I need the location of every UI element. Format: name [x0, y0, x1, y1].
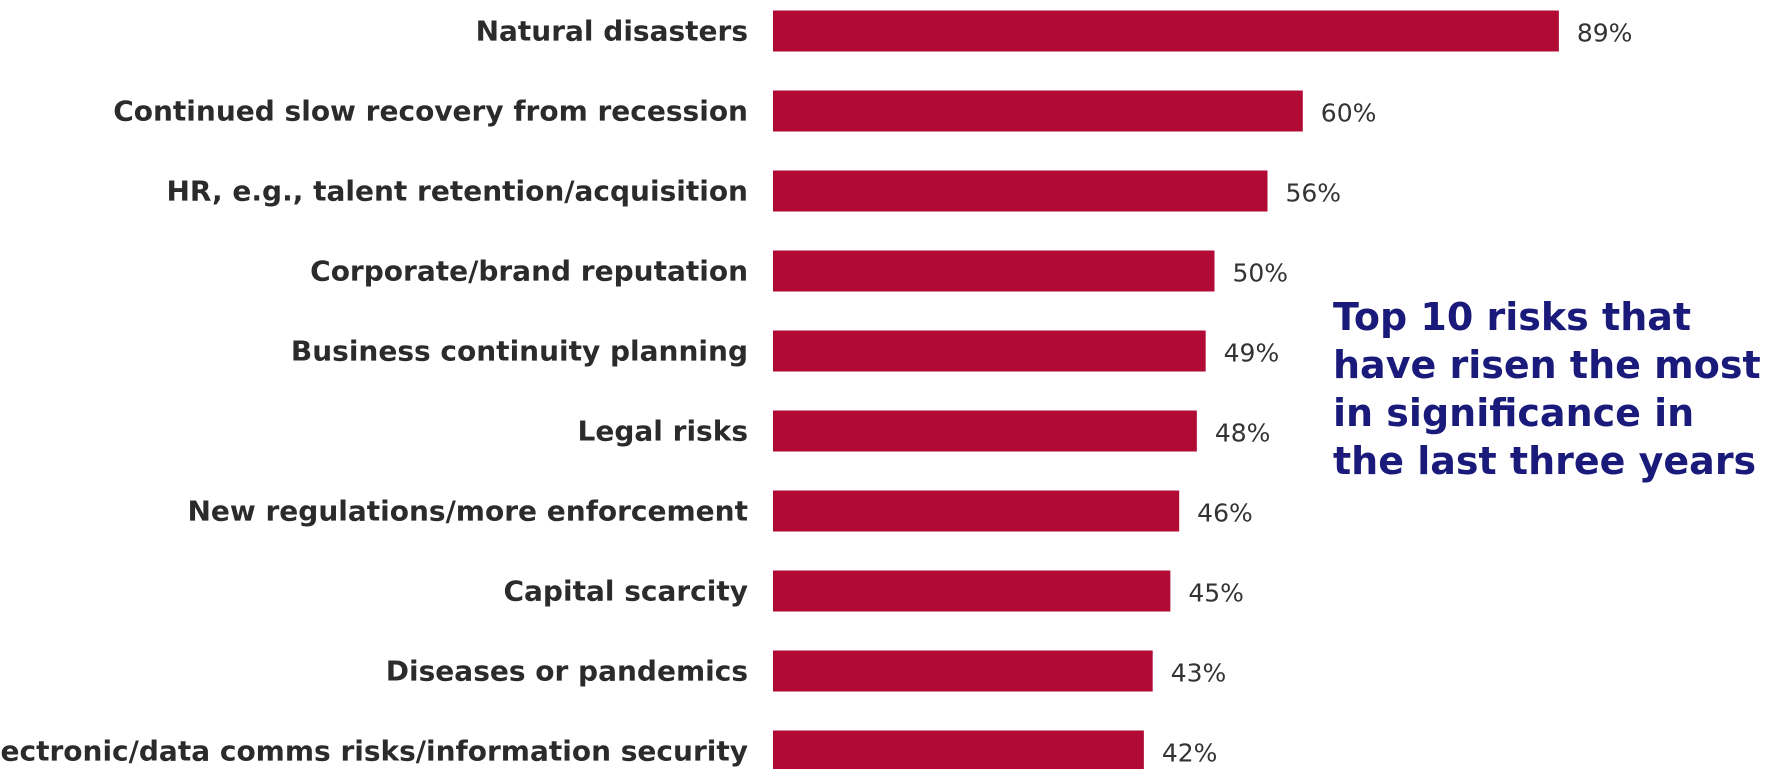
value-label: 60% [1321, 99, 1377, 128]
category-label: Corporate/brand reputation [310, 255, 748, 288]
category-label: Electronic/data comms risks/information … [0, 735, 748, 768]
category-label: Continued slow recovery from recession [113, 95, 748, 128]
chart-title: Top 10 risks that have risen the most in… [1333, 295, 1761, 483]
value-label: 43% [1171, 659, 1227, 688]
bar [773, 170, 1268, 212]
bar [773, 490, 1180, 532]
value-label: 46% [1197, 499, 1253, 528]
bar [773, 570, 1171, 612]
bar [773, 650, 1153, 692]
bar [773, 250, 1215, 292]
category-label: Legal risks [578, 415, 748, 448]
bar [773, 330, 1206, 372]
value-label: 45% [1188, 579, 1244, 608]
bar [773, 90, 1303, 132]
value-label: 50% [1233, 259, 1289, 288]
category-label: Diseases or pandemics [386, 655, 748, 688]
category-label: Business continuity planning [291, 335, 748, 368]
bar [773, 730, 1144, 769]
category-label: Natural disasters [476, 15, 748, 48]
value-label: 48% [1215, 419, 1271, 448]
value-label: 42% [1162, 739, 1218, 768]
value-label: 89% [1577, 19, 1633, 48]
bar [773, 10, 1559, 52]
category-label: Capital scarcity [503, 575, 748, 608]
bar [773, 410, 1197, 452]
value-label: 49% [1224, 339, 1280, 368]
value-label: 56% [1285, 179, 1341, 208]
category-label: New regulations/more enforcement [187, 495, 748, 528]
category-label: HR, e.g., talent retention/acquisition [167, 175, 749, 208]
